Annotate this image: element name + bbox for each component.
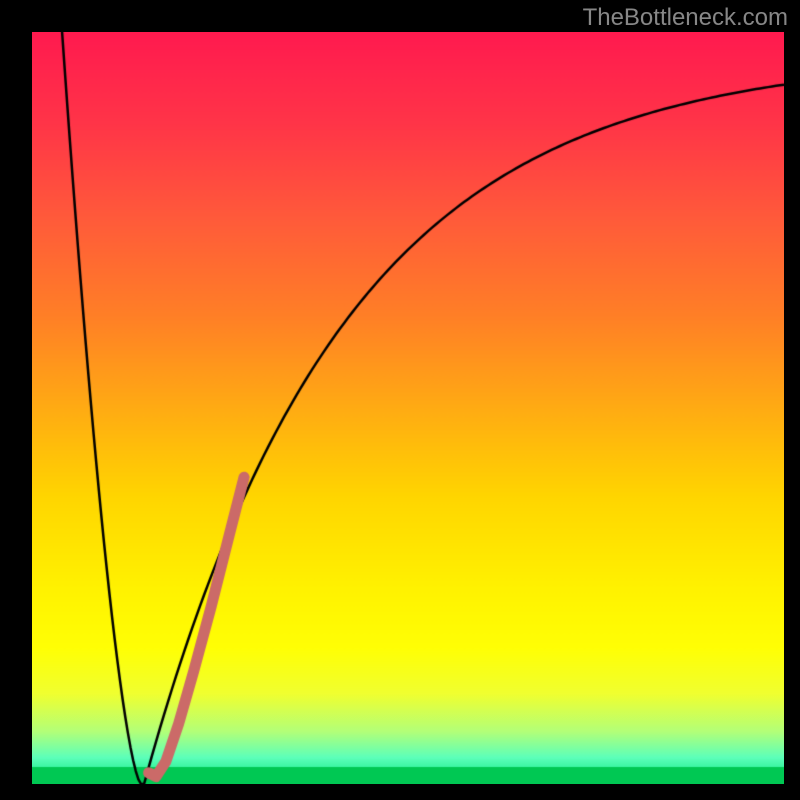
plot-canvas	[32, 32, 784, 784]
plot-area	[32, 32, 784, 784]
chart-root: TheBottleneck.com	[0, 0, 800, 800]
watermark-text: TheBottleneck.com	[583, 4, 788, 32]
